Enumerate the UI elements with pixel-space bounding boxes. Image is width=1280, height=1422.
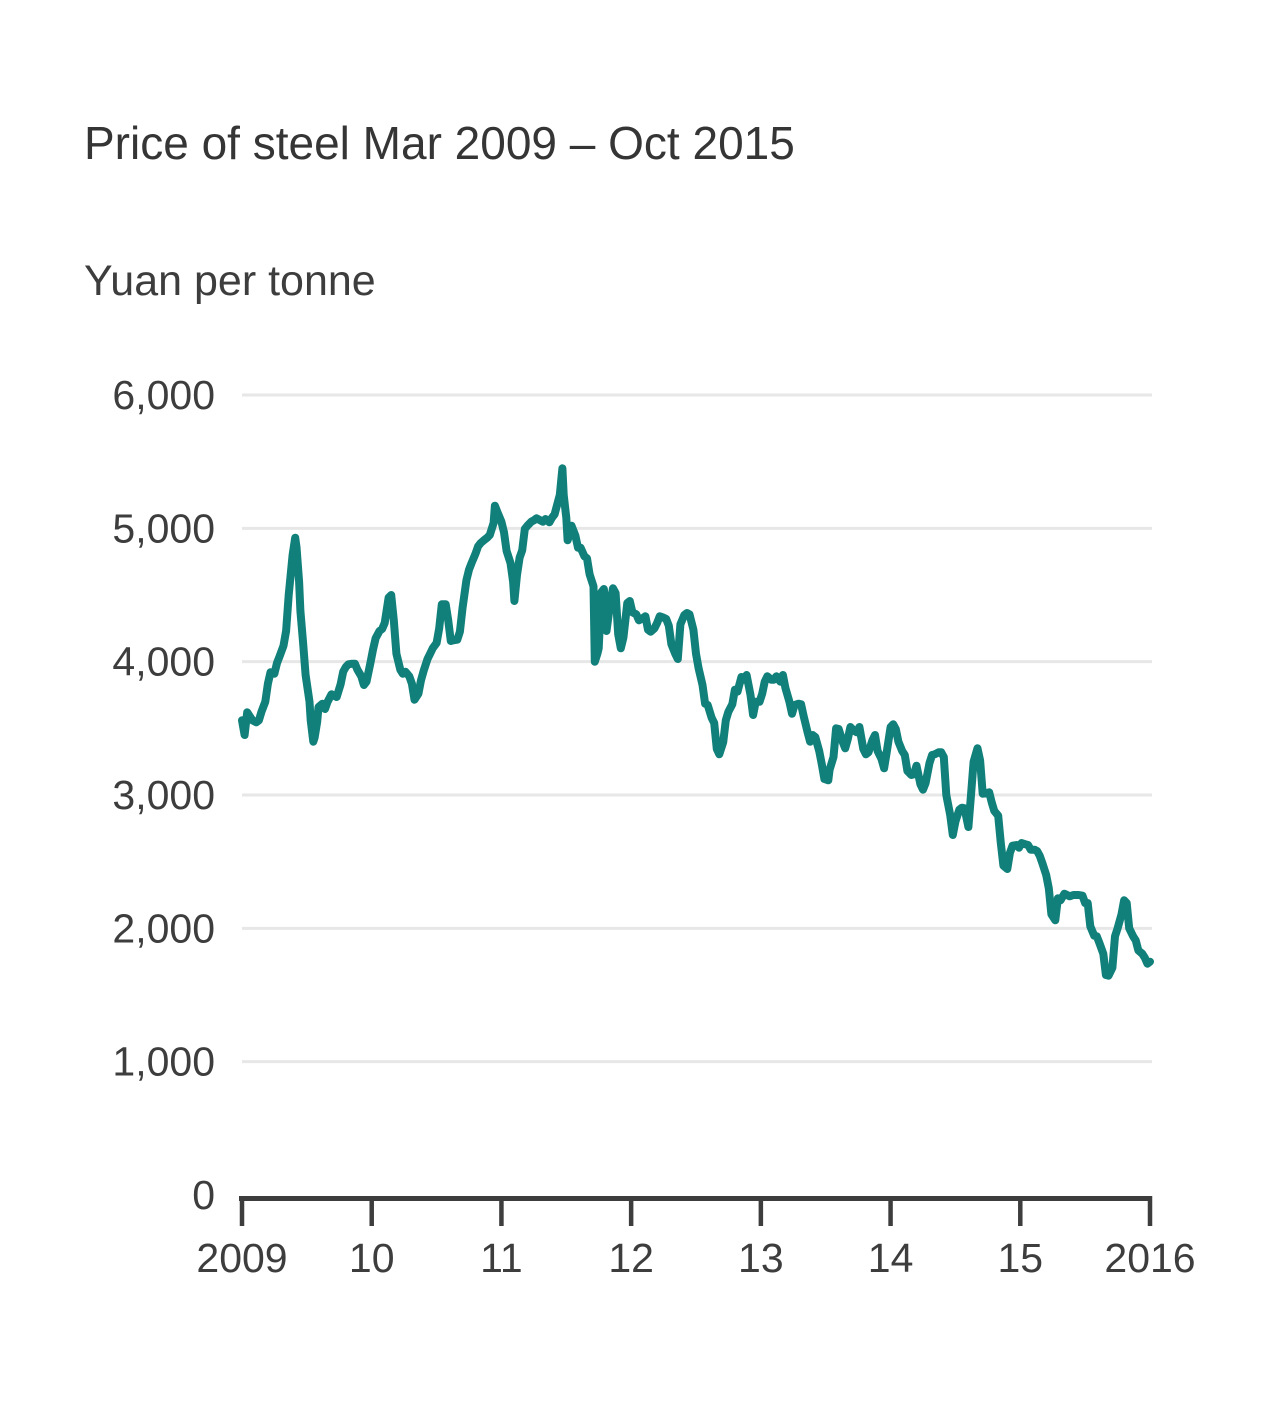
- x-tick-label-10: 10: [349, 1235, 395, 1281]
- x-tick-label-12: 12: [608, 1235, 654, 1281]
- x-tick-label-2009: 2009: [196, 1235, 287, 1281]
- x-tick-label-2016: 2016: [1104, 1235, 1195, 1281]
- y-tick-label-4,000: 4,000: [112, 639, 215, 685]
- chart-line-group: [238, 464, 1154, 980]
- chart-title: Price of steel Mar 2009 – Oct 2015: [84, 117, 795, 169]
- y-tick-label-5,000: 5,000: [112, 505, 215, 551]
- x-tick-label-13: 13: [738, 1235, 784, 1281]
- chart-subtitle: Yuan per tonne: [84, 257, 376, 305]
- x-axis-labels: 2009 10 11 12 13 14 15 2016: [196, 1235, 1195, 1281]
- y-tick-label-6,000: 6,000: [112, 372, 215, 418]
- steel-price-line: [238, 464, 1154, 980]
- y-tick-label-3,000: 3,000: [112, 772, 215, 818]
- x-tick-label-15: 15: [997, 1235, 1043, 1281]
- y-tick-label-0: 0: [192, 1172, 215, 1218]
- y-tick-label-2,000: 2,000: [112, 905, 215, 951]
- y-axis-labels: 0 1,000 2,000 3,000 4,000 5,000 6,000: [112, 372, 215, 1218]
- x-tick-label-14: 14: [868, 1235, 914, 1281]
- y-tick-label-1,000: 1,000: [112, 1039, 215, 1085]
- gridlines: [242, 393, 1152, 1064]
- x-axis: [239, 1196, 1153, 1226]
- x-tick-label-11: 11: [480, 1235, 523, 1281]
